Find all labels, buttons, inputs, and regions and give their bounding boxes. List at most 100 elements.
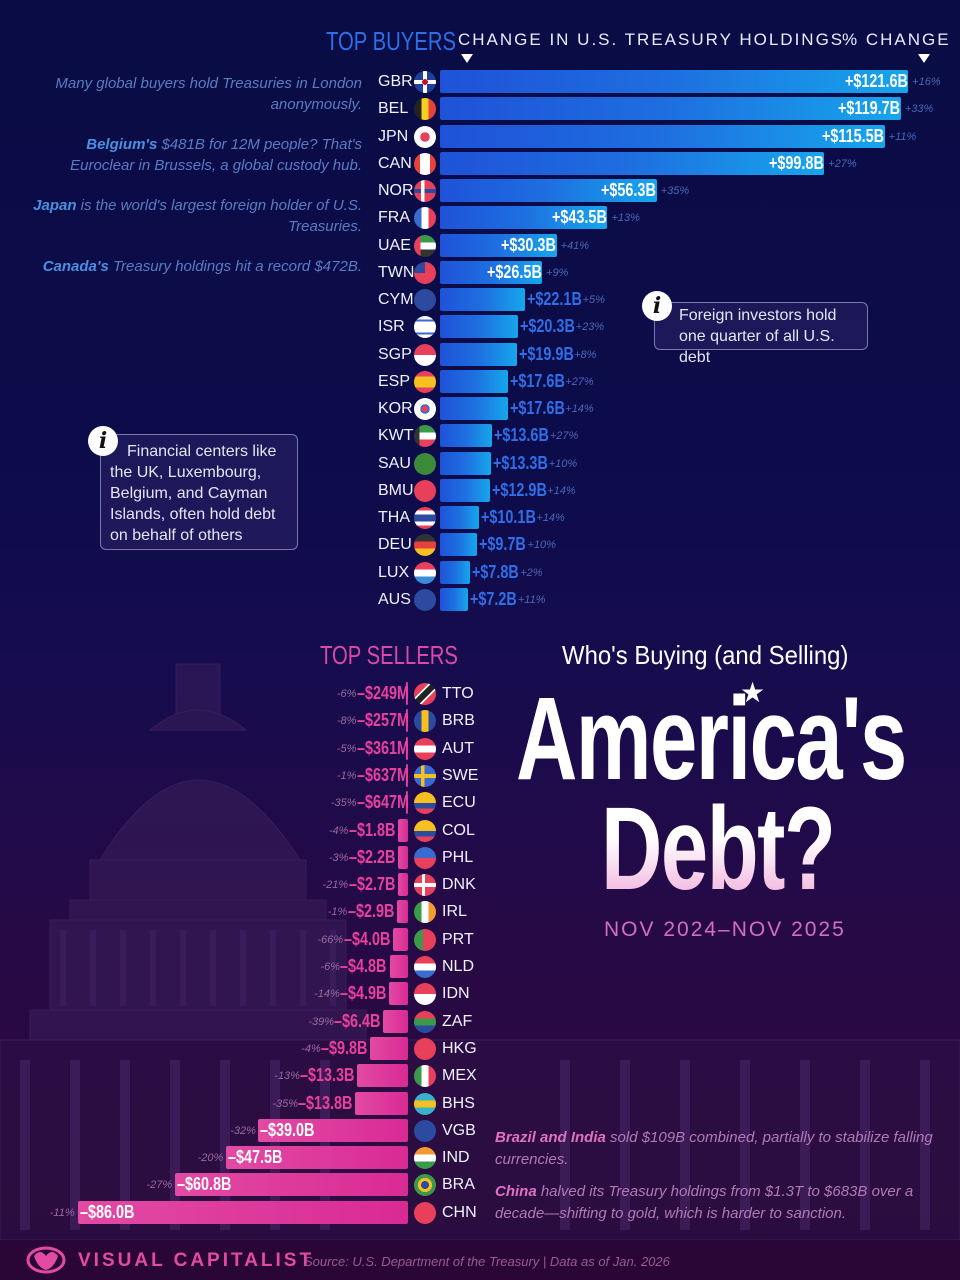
buyer-bar — [440, 179, 657, 202]
top-buyers-title: TOP BUYERS — [326, 26, 456, 56]
pct-change-value: -8% — [336, 715, 357, 727]
seller-bar — [77, 1201, 408, 1224]
flag-prt-icon — [414, 929, 436, 951]
buyer-row: KOR +$17.6B +14% — [0, 397, 960, 421]
pct-change-value: -35% — [330, 797, 357, 809]
seller-bar — [258, 1119, 408, 1142]
buyer-bar — [440, 125, 885, 148]
star-icon: ★ — [740, 677, 766, 708]
flag-nor-icon — [414, 180, 436, 202]
flag-esp-icon — [414, 371, 436, 393]
seller-row: –$257M -8% BRB — [0, 709, 960, 733]
pct-change-value: -11% — [49, 1207, 75, 1219]
info-icon: i — [642, 291, 672, 321]
country-code: TWN — [378, 264, 415, 281]
seller-bar — [398, 819, 408, 842]
flag-cym-icon — [414, 289, 436, 311]
change-value: +$13.6B — [494, 425, 550, 445]
main-title-line1: America's — [516, 673, 907, 805]
buyer-row: UAE +$30.3B +41% — [0, 234, 960, 258]
seller-bar — [356, 1064, 408, 1087]
pct-change-value: -13% — [274, 1070, 300, 1082]
top-sellers-title: TOP SELLERS — [320, 640, 458, 670]
flag-nld-icon — [414, 956, 436, 978]
pct-change-value: +16% — [912, 76, 941, 88]
buyer-row: LUX +$7.8B +2% — [0, 561, 960, 585]
pct-change-value: -27% — [146, 1179, 173, 1191]
change-value: –$9.8B — [321, 1038, 368, 1058]
flag-aus-icon — [414, 589, 436, 611]
visual-capitalist-logo-icon — [26, 1246, 66, 1274]
change-value: +$10.1B — [480, 507, 536, 527]
flag-mex-icon — [414, 1065, 436, 1087]
change-value: –$647M — [356, 792, 409, 812]
flag-bra-icon — [414, 1174, 436, 1196]
change-value: +$17.6B — [509, 398, 565, 418]
period-label: NOV 2024–NOV 2025 — [604, 918, 846, 941]
source-note: Source: U.S. Department of the Treasury … — [304, 1254, 670, 1269]
country-code: PRT — [442, 931, 474, 948]
flag-vgb-icon — [414, 1120, 436, 1142]
seller-bar — [392, 928, 408, 951]
flag-col-icon — [414, 820, 436, 842]
buyer-bar — [440, 479, 490, 502]
country-code: HKG — [442, 1040, 477, 1057]
country-code: THA — [378, 509, 410, 526]
seller-bar — [406, 737, 408, 760]
country-code: JPN — [378, 128, 409, 145]
pct-change-value: +14% — [547, 485, 576, 497]
seller-bar — [406, 791, 408, 814]
flag-ind-icon — [414, 1147, 436, 1169]
country-code: VGB — [442, 1122, 476, 1139]
change-value: +$115.5B — [821, 126, 884, 146]
country-code: BRB — [442, 712, 475, 729]
pct-change-value: +41% — [560, 240, 590, 252]
note-bel: Belgium's $481B for 12M people? That's E… — [70, 136, 362, 174]
buyer-row: CYM +$22.1B +5% — [0, 288, 960, 312]
seller-bar — [389, 955, 408, 978]
change-value: –$39.0B — [260, 1120, 315, 1140]
country-code: LUX — [378, 564, 410, 581]
country-code: NOR — [378, 182, 414, 199]
pct-change-value: +35% — [660, 185, 690, 197]
seller-bar — [174, 1173, 408, 1196]
country-code: BRA — [442, 1176, 475, 1193]
seller-row: –$1.8B -4% COL — [0, 819, 960, 843]
pct-change-value: -39% — [308, 1016, 334, 1028]
change-column-header: CHANGE IN U.S. TREASURY HOLDINGS — [458, 30, 845, 49]
country-code: ZAF — [442, 1013, 473, 1030]
seller-row: –$60.8B -27% BRA — [0, 1173, 960, 1197]
buyer-row: TWN +$26.5B +9% — [0, 261, 960, 285]
flag-gbr-icon — [414, 71, 436, 93]
seller-row: –$4.9B -14% IDN — [0, 982, 960, 1006]
flag-bhs-icon — [414, 1093, 436, 1115]
flag-irl-icon — [414, 901, 436, 923]
buyer-bar — [440, 424, 493, 447]
seller-bar — [396, 900, 408, 923]
seller-row: –$13.8B -35% BHS — [0, 1092, 960, 1116]
buyer-row: JPN +$115.5B +11% — [0, 125, 960, 149]
pct-change-value: -66% — [317, 934, 344, 946]
change-value: –$13.8B — [298, 1093, 353, 1113]
country-code: AUT — [442, 740, 474, 757]
flag-kor-icon — [414, 398, 436, 420]
seller-row: –$2.2B -3% PHL — [0, 846, 960, 870]
country-code: IRL — [442, 903, 467, 920]
buyer-row: ISR +$20.3B +23% — [0, 315, 960, 339]
buyer-bar — [440, 343, 517, 366]
country-code: NLD — [442, 958, 475, 975]
change-value: +$7.2B — [469, 589, 517, 609]
flag-deu-icon — [414, 534, 436, 556]
flag-lux-icon — [414, 562, 436, 584]
flag-fra-icon — [414, 207, 436, 229]
pct-change-value: +11% — [888, 131, 917, 143]
seller-row: –$647M -35% ECU — [0, 791, 960, 815]
change-value: –$4.9B — [340, 983, 387, 1003]
change-value: –$2.9B — [347, 901, 395, 921]
pct-change-value: +23% — [575, 321, 605, 333]
flag-uae-icon — [414, 235, 436, 257]
seller-bar — [389, 982, 408, 1005]
seller-bar — [398, 846, 408, 869]
flag-kwt-icon — [414, 425, 436, 447]
seller-bar — [383, 1010, 408, 1033]
